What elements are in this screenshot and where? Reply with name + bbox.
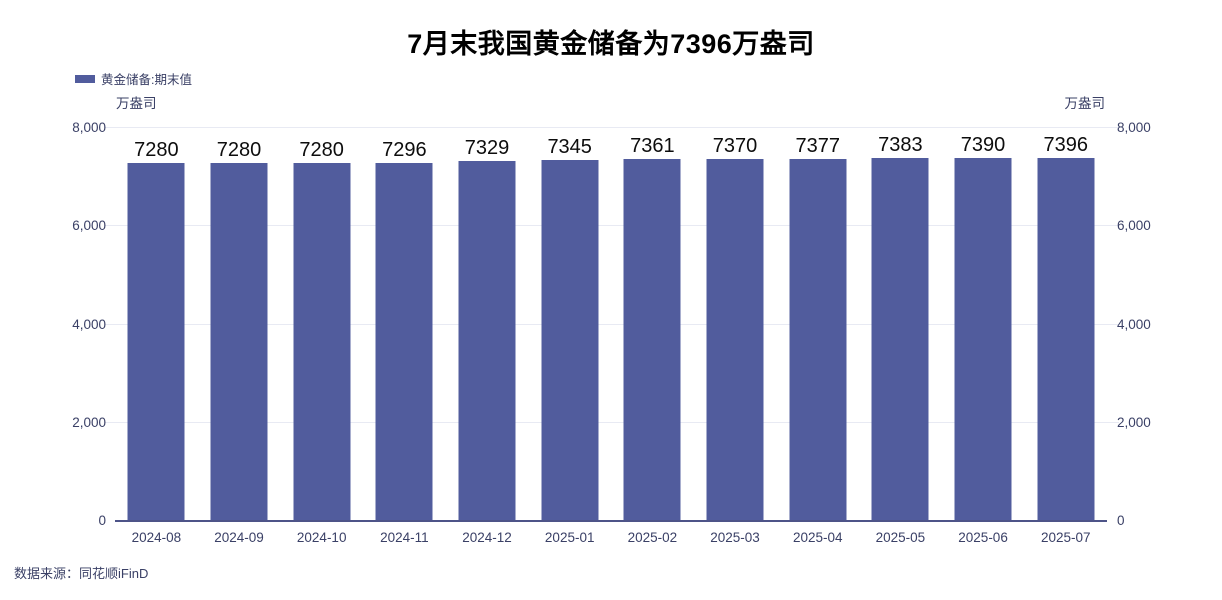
- chart-title: 7月末我国黄金储备为7396万盎司: [407, 29, 815, 59]
- x-axis-label: 2025-07: [1040, 530, 1091, 545]
- bar-value-label: 7280: [299, 139, 344, 162]
- bar-value-label: 7396: [1043, 133, 1088, 156]
- bar-slot: 7296: [363, 128, 446, 521]
- bar: [954, 157, 1012, 521]
- bar-slot: 7396: [1024, 128, 1107, 521]
- bar-value-label: 7361: [630, 135, 675, 158]
- y-tick-label: 2,000: [1117, 414, 1151, 430]
- x-axis-label: 2025-01: [544, 530, 595, 545]
- bar-value-label: 7383: [878, 134, 923, 157]
- bar: [375, 162, 433, 521]
- x-axis-label: 2024-10: [296, 530, 347, 545]
- bar: [458, 160, 516, 521]
- x-axis-label: 2025-02: [627, 530, 678, 545]
- bar-value-label: 7345: [547, 136, 592, 159]
- legend-label: 黄金储备:期末值: [101, 73, 192, 87]
- bar: [789, 158, 847, 521]
- y-tick-label: 0: [98, 513, 106, 528]
- y-tick-label: 8,000: [72, 120, 106, 135]
- y-tick-label: 6,000: [1117, 218, 1151, 234]
- bar-slot: 7345: [528, 128, 611, 521]
- bar: [623, 159, 681, 521]
- bar: [706, 158, 764, 521]
- bar: [871, 158, 929, 521]
- gridline: [105, 127, 1119, 128]
- plot-area: 7280 7280 7280 7296 7329 7345 7361 7370 7377 7383…: [105, 127, 1119, 522]
- bar-value-label: 7280: [216, 139, 262, 162]
- bar-value-label: 7377: [795, 134, 840, 157]
- y-tick-label: 0: [1117, 513, 1125, 528]
- gridline: [105, 421, 1119, 423]
- bar-slot: 7361: [611, 128, 694, 521]
- bar: [541, 160, 599, 521]
- bar: [127, 163, 185, 521]
- y-tick-label: 4,000: [72, 316, 106, 332]
- bar-value-label: 7296: [382, 138, 427, 161]
- x-axis-label: 2024-11: [380, 530, 429, 545]
- bar: [210, 163, 268, 521]
- bar-value-label: 7329: [464, 136, 510, 159]
- x-axis-label: 2025-06: [958, 530, 1008, 545]
- bar-slot: 7390: [942, 128, 1025, 521]
- y-tick-label: 6,000: [72, 218, 106, 234]
- bar-slot: 7280: [280, 128, 363, 521]
- bar-slot: 7383: [859, 128, 942, 521]
- bar: [1037, 157, 1095, 521]
- x-axis-line: [115, 520, 1107, 522]
- x-axis-label: 2025-04: [792, 530, 843, 545]
- bar-value-label: 7280: [134, 139, 179, 162]
- x-axis-label: 2024-09: [214, 530, 264, 545]
- bar-slot: 7280: [198, 128, 281, 521]
- bar: [293, 163, 351, 521]
- data-source: 数据来源：同花顺iFinD: [14, 566, 149, 581]
- bar-slot: 7370: [694, 128, 777, 521]
- bar-slot: 7377: [776, 128, 859, 521]
- x-axis-label: 2025-03: [710, 530, 760, 545]
- bar-value-label: 7390: [960, 133, 1006, 156]
- bar-slot: 7280: [115, 128, 198, 521]
- bar-slot: 7329: [446, 128, 529, 521]
- gridline: [105, 225, 1119, 227]
- x-axis-label: 2024-08: [131, 530, 182, 545]
- y-axis-unit-left: 万盎司: [116, 96, 157, 111]
- x-axis-label: 2025-05: [875, 530, 926, 545]
- bar-value-label: 7370: [712, 134, 758, 157]
- y-tick-label: 8,000: [1117, 120, 1151, 135]
- y-tick-label: 4,000: [1117, 316, 1151, 332]
- y-axis-unit-right: 万盎司: [1064, 96, 1106, 111]
- legend: 黄金储备:期末值: [75, 69, 192, 88]
- legend-swatch-icon: [75, 74, 95, 83]
- bar-series: 7280 7280 7280 7296 7329 7345 7361 7370 7377 7383…: [115, 128, 1107, 521]
- x-axis-label: 2024-12: [462, 530, 512, 545]
- gridline: [105, 323, 1119, 325]
- y-tick-label: 2,000: [72, 414, 106, 430]
- x-axis: 2024-08 2024-09 2024-10 2024-11 2024-12 2025-…: [115, 530, 1107, 546]
